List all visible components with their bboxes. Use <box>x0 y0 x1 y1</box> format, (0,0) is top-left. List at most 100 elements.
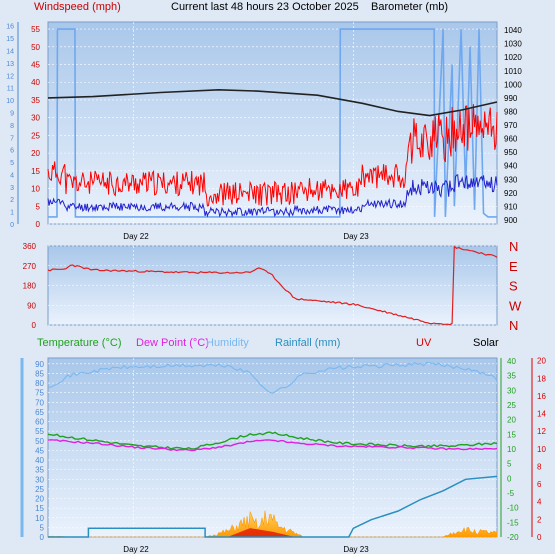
barometer-tick-label: 1030 <box>504 40 522 49</box>
windspeed-axis-title: Windspeed (mph) <box>34 1 121 13</box>
uv-tick-label: 6 <box>537 480 542 489</box>
wind-tick-label: 10 <box>31 185 40 194</box>
temperature-tick-label: 15 <box>507 430 516 439</box>
humidity-tick-label: 85 <box>35 369 44 378</box>
barometer-tick-label: 980 <box>504 107 518 116</box>
beaufort-tick-label: 14 <box>6 49 14 56</box>
uv-tick-label: 4 <box>537 498 542 507</box>
beaufort-tick-label: 13 <box>6 61 14 68</box>
legend-dewpoint: Dew Point (°C) <box>136 337 209 349</box>
temperature-tick-label: 40 <box>507 357 516 366</box>
direction-tick-label: 0 <box>32 321 37 330</box>
direction-tick-label: 270 <box>23 262 37 271</box>
wind-tick-label: 35 <box>31 96 40 105</box>
humidity-tick-label: 50 <box>35 437 44 446</box>
beaufort-tick-label: 11 <box>7 86 14 93</box>
barometer-tick-label: 920 <box>504 189 518 198</box>
x-label-day22: Day 22 <box>123 545 149 554</box>
temperature-tick-label: -5 <box>507 489 515 498</box>
chart-title: Current last 48 hours 23 October 2025 <box>171 1 359 13</box>
panel1-axis-ticks: 0510152025303540455055012345678910111213… <box>6 22 522 229</box>
uv-tick-label: 14 <box>537 410 546 419</box>
temperature-tick-label: 0 <box>507 474 512 483</box>
uv-tick-label: 0 <box>537 533 542 542</box>
x-label-day22: Day 22 <box>123 232 149 241</box>
solar-area-series <box>47 510 498 538</box>
wind-tick-label: 25 <box>31 131 40 140</box>
barometer-tick-label: 960 <box>504 135 518 144</box>
windspeed-average-series <box>47 174 498 218</box>
compass-tick-label: S <box>509 279 518 294</box>
humidity-series <box>47 361 498 394</box>
beaufort-tick-label: 0 <box>10 222 14 229</box>
barometer-tick-label: 940 <box>504 162 518 171</box>
beaufort-tick-label: 6 <box>10 148 14 155</box>
wind-tick-label: 0 <box>36 220 41 229</box>
panel1-x-labels: Day 22 Day 23 <box>123 232 369 241</box>
barometer-tick-label: 950 <box>504 148 518 157</box>
humidity-tick-label: 25 <box>35 485 44 494</box>
temperature-tick-label: 25 <box>507 401 516 410</box>
temperature-tick-label: 20 <box>507 416 516 425</box>
wind-tick-label: 30 <box>31 114 40 123</box>
temperature-tick-label: -10 <box>507 504 519 513</box>
legend-temperature: Temperature (°C) <box>37 337 121 349</box>
humidity-tick-label: 40 <box>35 456 44 465</box>
beaufort-tick-label: 15 <box>6 36 14 43</box>
humidity-tick-label: 80 <box>35 379 44 388</box>
humidity-tick-label: 30 <box>35 475 44 484</box>
humidity-tick-label: 45 <box>35 446 44 455</box>
temperature-tick-label: -20 <box>507 533 519 542</box>
compass-tick-label: W <box>509 298 522 313</box>
x-label-day23: Day 23 <box>343 545 369 554</box>
beaufort-tick-label: 9 <box>10 110 14 117</box>
temperature-tick-label: 35 <box>507 372 516 381</box>
wind-tick-label: 55 <box>31 25 40 34</box>
uv-tick-label: 20 <box>537 357 546 366</box>
barometer-series <box>47 88 498 117</box>
x-label-day23: Day 23 <box>343 232 369 241</box>
humidity-tick-label: 90 <box>35 360 44 369</box>
uv-tick-label: 2 <box>537 515 542 524</box>
compass-tick-label: N <box>509 239 518 254</box>
beaufort-tick-label: 2 <box>10 197 14 204</box>
direction-tick-label: 180 <box>23 282 37 291</box>
uv-tick-label: 16 <box>537 392 546 401</box>
beaufort-tick-label: 16 <box>6 24 14 31</box>
beaufort-tick-label: 1 <box>10 210 14 217</box>
beaufort-tick-label: 10 <box>6 98 14 105</box>
legend-solar: Solar <box>473 337 499 349</box>
wind-tick-label: 45 <box>31 61 40 70</box>
beaufort-tick-label: 3 <box>10 185 14 192</box>
beaufort-tick-label: 4 <box>10 172 14 179</box>
wind-tick-label: 50 <box>31 43 40 52</box>
temperature-series <box>47 431 498 450</box>
uv-tick-label: 10 <box>537 445 546 454</box>
compass-tick-label: E <box>509 259 518 274</box>
barometer-tick-label: 990 <box>504 94 518 103</box>
humidity-tick-label: 0 <box>40 533 45 542</box>
wind-direction-series <box>47 245 498 326</box>
panel3-axis-ticks: 051015202530354045505560657075808590-20-… <box>20 357 546 542</box>
beaufort-series <box>48 28 497 218</box>
legend-uv: UV <box>416 337 432 349</box>
beaufort-tick-label: 7 <box>10 135 14 142</box>
uv-series <box>48 528 497 537</box>
legend-rainfall: Rainfall (mm) <box>275 337 340 349</box>
temperature-tick-label: 10 <box>507 445 516 454</box>
wind-tick-label: 20 <box>31 149 40 158</box>
wind-tick-label: 5 <box>36 202 41 211</box>
wind-tick-label: 15 <box>31 167 40 176</box>
wind-barometer-panel: 0510152025303540455055012345678910111213… <box>6 21 522 241</box>
barometer-tick-label: 900 <box>504 216 518 225</box>
panel3-x-labels: Day 22 Day 23 <box>123 545 369 554</box>
temperature-tick-label: -15 <box>507 518 519 527</box>
panel2-gridlines <box>48 245 497 326</box>
wind-tick-label: 40 <box>31 78 40 87</box>
uv-tick-label: 8 <box>537 462 542 471</box>
barometer-tick-label: 930 <box>504 175 518 184</box>
dewpoint-series <box>47 439 498 452</box>
barometer-tick-label: 910 <box>504 202 518 211</box>
